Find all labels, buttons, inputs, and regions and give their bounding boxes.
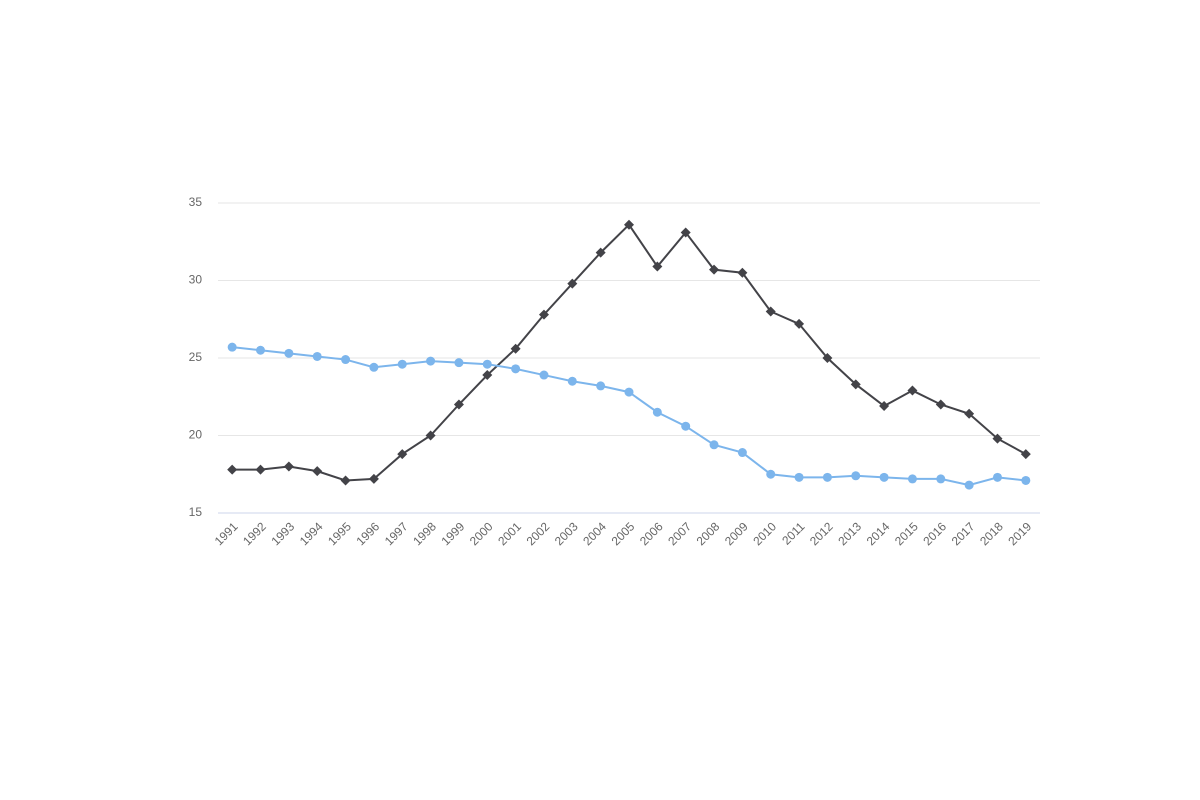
point-marker — [794, 318, 805, 329]
x-tick-label: 2005 — [609, 519, 638, 548]
point-marker — [397, 359, 407, 369]
x-tick-label: 2000 — [467, 519, 496, 548]
point-marker — [935, 399, 946, 410]
point-marker — [453, 399, 464, 410]
point-marker — [1021, 475, 1031, 485]
point-marker — [538, 309, 549, 320]
point-marker — [426, 356, 436, 366]
point-marker — [709, 264, 720, 275]
x-tick-label: 2012 — [807, 519, 836, 548]
x-tick-label: 2002 — [524, 519, 553, 548]
point-marker — [284, 348, 294, 358]
x-tick-label: 2017 — [949, 519, 978, 548]
point-marker — [879, 401, 890, 412]
point-marker — [312, 351, 322, 361]
x-tick-label: 2003 — [552, 519, 581, 548]
y-tick-label: 30 — [189, 273, 203, 287]
point-marker — [596, 381, 606, 391]
x-tick-label: 1995 — [325, 519, 354, 548]
y-tick-label: 20 — [189, 428, 203, 442]
x-tick-label: 2006 — [637, 519, 666, 548]
series-line — [232, 346, 1026, 487]
x-tick-label: 1997 — [382, 519, 411, 548]
x-tick-label: 2008 — [694, 519, 723, 548]
x-tick-label: 2015 — [892, 519, 921, 548]
point-marker — [652, 407, 662, 417]
point-marker — [425, 430, 436, 441]
x-tick-label: 2009 — [722, 519, 751, 548]
point-marker — [283, 461, 294, 472]
point-marker — [992, 472, 1002, 482]
point-marker — [765, 306, 776, 317]
x-tick-label: 2001 — [495, 519, 524, 548]
point-marker — [567, 376, 577, 386]
x-tick-label: 2004 — [580, 519, 609, 548]
x-tick-label: 1993 — [268, 519, 297, 548]
point-marker — [964, 408, 975, 419]
x-tick-label: 1991 — [212, 519, 241, 548]
point-marker — [482, 359, 492, 369]
x-tick-label: 2019 — [1005, 519, 1034, 548]
point-marker — [511, 364, 521, 374]
x-tick-label: 1999 — [439, 519, 468, 548]
point-marker — [482, 370, 493, 381]
x-tick-label: 1992 — [240, 519, 269, 548]
point-marker — [850, 379, 861, 390]
point-marker — [794, 472, 804, 482]
x-tick-label: 2010 — [750, 519, 779, 548]
point-marker — [907, 385, 918, 396]
point-marker — [992, 433, 1003, 444]
point-marker — [567, 278, 578, 289]
point-marker — [964, 480, 974, 490]
point-marker — [510, 343, 521, 354]
point-marker — [709, 440, 719, 450]
point-marker — [255, 464, 266, 475]
point-marker — [256, 345, 266, 355]
x-tick-label: 2018 — [977, 519, 1006, 548]
point-marker — [312, 466, 323, 477]
y-tick-label: 15 — [189, 505, 203, 519]
point-marker — [936, 474, 946, 484]
x-tick-label: 2011 — [779, 519, 807, 547]
point-marker — [1020, 449, 1031, 460]
point-marker — [624, 387, 634, 397]
point-marker — [766, 469, 776, 479]
x-tick-label: 1996 — [353, 519, 382, 548]
point-marker — [737, 448, 747, 458]
point-marker — [539, 370, 549, 380]
point-marker — [624, 219, 634, 230]
point-marker — [851, 471, 861, 481]
y-tick-label: 35 — [189, 195, 203, 209]
point-marker — [737, 267, 748, 278]
point-marker — [340, 475, 351, 486]
x-tick-label: 1994 — [297, 519, 326, 548]
x-tick-label: 2016 — [920, 519, 949, 548]
point-marker — [652, 261, 663, 272]
x-tick-label: 2007 — [665, 519, 694, 548]
x-tick-label: 2013 — [835, 519, 864, 548]
series-line — [232, 223, 1027, 482]
x-tick-label: 2014 — [864, 519, 893, 548]
point-marker — [227, 464, 238, 475]
point-marker — [680, 227, 691, 238]
point-marker — [397, 449, 408, 460]
point-marker — [879, 472, 889, 482]
point-marker — [907, 474, 917, 484]
point-marker — [595, 247, 606, 258]
point-marker — [822, 353, 833, 363]
point-marker — [454, 358, 464, 368]
x-tick-label: 1998 — [410, 519, 439, 548]
point-marker — [227, 342, 237, 352]
point-marker — [822, 472, 832, 482]
point-marker — [681, 421, 691, 431]
y-tick-label: 25 — [189, 350, 203, 364]
point-marker — [369, 362, 379, 372]
point-marker — [341, 355, 351, 365]
point-marker — [368, 473, 379, 484]
